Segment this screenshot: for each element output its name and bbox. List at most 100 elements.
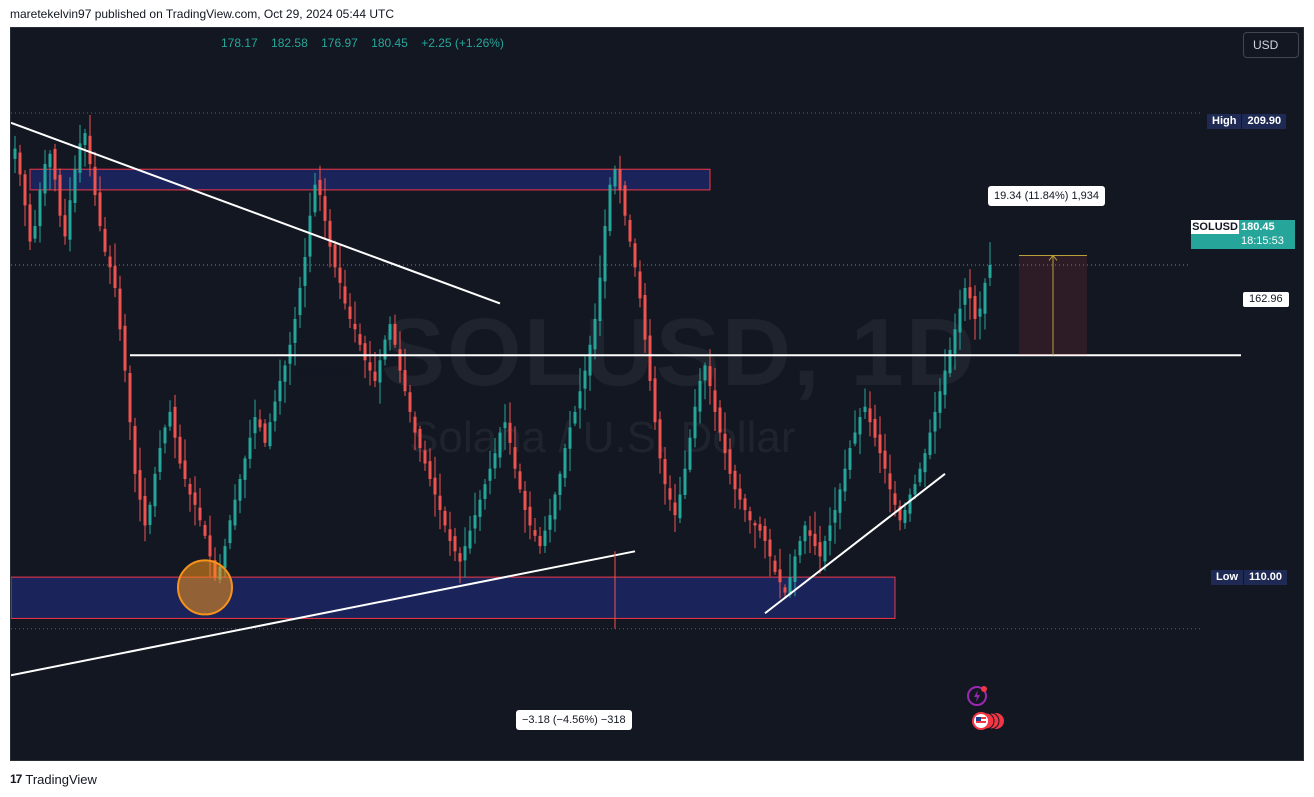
currency-button[interactable]: USD bbox=[1243, 32, 1299, 58]
candle-body bbox=[133, 426, 137, 474]
price-plot[interactable] bbox=[11, 28, 1304, 761]
candle-body bbox=[788, 577, 792, 595]
candle-body bbox=[683, 468, 687, 495]
candle-body bbox=[283, 365, 287, 382]
candle-body bbox=[813, 533, 817, 547]
candle-body bbox=[698, 380, 702, 412]
candle-body bbox=[373, 371, 377, 381]
candle-body bbox=[523, 490, 527, 510]
candle-body bbox=[243, 458, 247, 480]
candle-body bbox=[728, 449, 732, 474]
candle-body bbox=[423, 450, 427, 464]
candle-body bbox=[403, 370, 407, 392]
candle-body bbox=[868, 408, 872, 423]
candle-body bbox=[28, 204, 32, 242]
candle-body bbox=[143, 495, 147, 526]
candle-body bbox=[13, 148, 17, 159]
candle-body bbox=[793, 556, 797, 583]
bar-countdown: 18:15:53 bbox=[1241, 235, 1284, 247]
candle-body bbox=[873, 418, 877, 438]
measure-label-up[interactable]: 19.34 (11.84%) 1,934 bbox=[988, 186, 1105, 206]
legend-close: 180.45 bbox=[371, 36, 408, 50]
candle-body bbox=[378, 360, 382, 383]
candle-body bbox=[383, 339, 387, 360]
candle-body bbox=[48, 153, 52, 168]
candle-body bbox=[973, 296, 977, 319]
candle-body bbox=[723, 433, 727, 454]
candle-body bbox=[623, 185, 627, 216]
candle-body bbox=[633, 243, 637, 268]
candle-body bbox=[418, 428, 422, 449]
candle-body bbox=[458, 553, 462, 562]
candle-body bbox=[208, 535, 212, 557]
low-price-tag: Low 110.00 bbox=[1211, 570, 1288, 585]
us-flag-event-icon[interactable] bbox=[972, 712, 1004, 730]
candle-body bbox=[553, 494, 557, 520]
candle-body bbox=[478, 499, 482, 517]
candle-body bbox=[178, 436, 182, 464]
candle-body bbox=[463, 546, 467, 561]
candle-body bbox=[453, 536, 457, 552]
candle-body bbox=[488, 468, 492, 481]
candle-body bbox=[748, 511, 752, 521]
candle-body bbox=[568, 427, 572, 449]
candle-body bbox=[663, 459, 667, 485]
footer-brand[interactable]: 17 TradingView bbox=[10, 770, 97, 788]
candle-body bbox=[473, 515, 477, 529]
event-markers[interactable] bbox=[966, 683, 1006, 738]
candle-body bbox=[978, 308, 982, 317]
candle-body bbox=[223, 546, 227, 569]
candle-body bbox=[278, 380, 282, 402]
highlight-circle bbox=[177, 559, 233, 616]
candle-body bbox=[823, 540, 827, 562]
candle-body bbox=[563, 448, 567, 478]
candle-body bbox=[708, 366, 712, 387]
candle-body bbox=[38, 189, 42, 227]
measure-label-down[interactable]: −3.18 (−4.56%) −318 bbox=[516, 710, 632, 730]
low-value: 110.00 bbox=[1249, 571, 1283, 583]
candle-body bbox=[273, 401, 277, 422]
candle-body bbox=[963, 287, 967, 305]
chart-pane[interactable]: SOLUSD, 1D Solana / U.S. Dollar 178.17 1… bbox=[10, 27, 1304, 761]
candle-body bbox=[248, 437, 252, 459]
candle-body bbox=[233, 499, 237, 526]
lightning-event-icon[interactable] bbox=[967, 686, 987, 706]
candle-body bbox=[298, 287, 302, 315]
candle-body bbox=[123, 325, 127, 371]
candle-body bbox=[58, 174, 62, 216]
candle-body bbox=[443, 510, 447, 526]
candle-body bbox=[853, 432, 857, 444]
publisher-info: maretekelvin97 published on TradingView.… bbox=[10, 7, 394, 21]
candle-body bbox=[648, 335, 652, 381]
candle-body bbox=[173, 406, 177, 438]
candle-body bbox=[513, 447, 517, 469]
candle-body bbox=[583, 370, 587, 389]
candle-body bbox=[923, 453, 927, 473]
candle-body bbox=[508, 422, 512, 443]
candle-body bbox=[953, 329, 957, 354]
candle-body bbox=[533, 530, 537, 536]
candle-body bbox=[88, 135, 92, 165]
candle-body bbox=[628, 220, 632, 242]
candle-body bbox=[308, 215, 312, 257]
candle-body bbox=[368, 362, 372, 371]
candle-body bbox=[198, 507, 202, 521]
demand-zone-label: Demand Zone bbox=[291, 368, 355, 379]
candle-body bbox=[528, 506, 532, 526]
candle-body bbox=[903, 509, 907, 523]
legend-open: 178.17 bbox=[221, 36, 258, 50]
candle-body bbox=[668, 488, 672, 500]
candle-body bbox=[43, 164, 47, 194]
candle-body bbox=[928, 432, 932, 455]
candle-body bbox=[658, 419, 662, 459]
candle-body bbox=[938, 391, 942, 413]
candle-body bbox=[768, 539, 772, 557]
brand-name: TradingView bbox=[25, 771, 97, 787]
candle-body bbox=[338, 267, 342, 283]
candle-body bbox=[18, 152, 22, 175]
candle-body bbox=[848, 448, 852, 470]
candle-body bbox=[498, 432, 502, 458]
candle-body bbox=[493, 453, 497, 469]
trendline-2 bbox=[11, 550, 636, 677]
candle-body bbox=[253, 417, 257, 434]
